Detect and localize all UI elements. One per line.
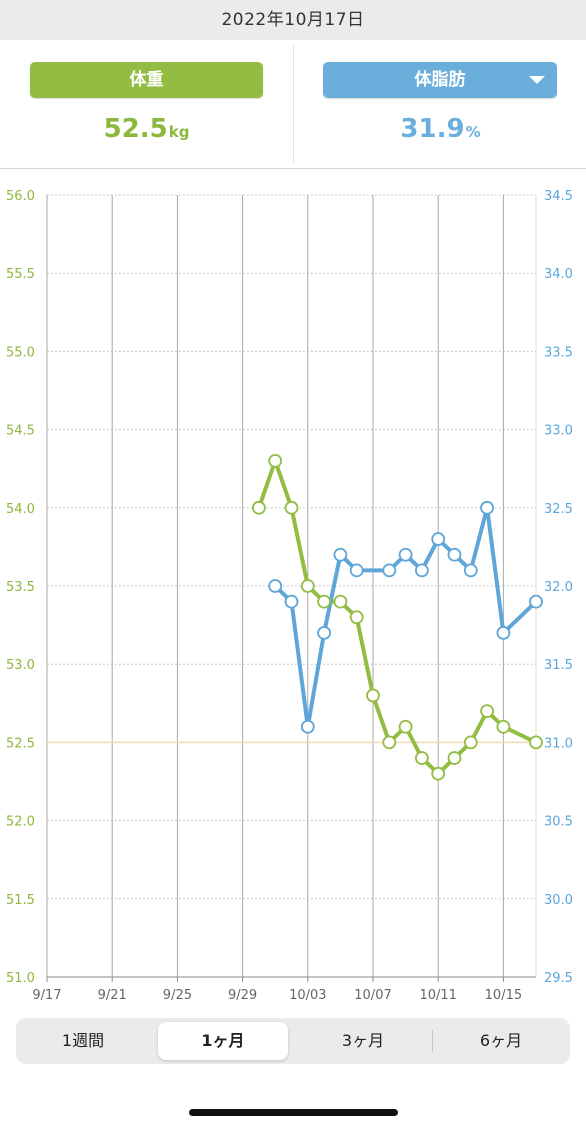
y-left-tick-label: 56.0: [6, 189, 35, 204]
weight-data-point: [382, 735, 397, 750]
y-left-tick-label: 51.5: [6, 893, 35, 908]
weight-button-label: 体重: [129, 70, 164, 90]
body-fat-data-point: [398, 547, 413, 562]
body-fat-data-point: [349, 563, 364, 578]
weight-data-point: [317, 594, 332, 609]
body-fat-data-point: [300, 719, 315, 734]
body-fat-data-point: [382, 563, 397, 578]
y-right-tick-label: 30.0: [544, 893, 573, 908]
y-right-tick-label: 32.0: [544, 580, 573, 595]
metrics-panel: 体重 52.5kg 体脂肪 31.9%: [0, 40, 586, 169]
y-left-tick-label: 53.5: [6, 580, 35, 595]
y-right-tick-label: 32.5: [544, 502, 573, 517]
weight-data-point: [414, 751, 429, 765]
weight-data-point: [496, 719, 511, 734]
weight-data-point: [349, 610, 364, 625]
y-right-tick-label: 33.5: [544, 345, 573, 360]
weight-data-point: [333, 594, 348, 609]
x-tick-label: 10/07: [354, 988, 391, 1003]
weight-metric: 体重 52.5kg: [0, 40, 293, 168]
x-tick-label: 9/25: [163, 988, 192, 1003]
period-tab-3-months[interactable]: 3ヶ月: [341, 1031, 385, 1050]
y-right-tick-label: 34.5: [544, 189, 573, 204]
weight-data-point: [529, 735, 543, 750]
weight-data-point: [480, 704, 495, 719]
y-right-tick-label: 34.0: [544, 267, 573, 282]
weight-data-point: [447, 751, 462, 765]
body-fat-data-point: [284, 594, 299, 609]
body-fat-value: 31.9%: [294, 114, 586, 144]
weight-data-point: [431, 766, 446, 781]
y-left-tick-label: 53.0: [6, 658, 35, 673]
body-fat-unit: %: [465, 123, 481, 141]
y-left-tick-label: 55.5: [6, 267, 35, 282]
y-left-tick-label: 54.5: [6, 424, 35, 439]
period-tab-1-week[interactable]: 1週間: [61, 1031, 105, 1050]
weight-data-point: [398, 719, 413, 734]
x-tick-label: 10/11: [419, 988, 456, 1003]
y-left-tick-label: 52.5: [6, 736, 35, 751]
y-left-tick-label: 51.0: [6, 971, 35, 986]
x-tick-label: 10/15: [485, 988, 522, 1003]
body-fat-data-point: [414, 563, 429, 578]
weight-number: 52.5: [103, 114, 168, 144]
period-tab-6-months[interactable]: 6ヶ月: [479, 1031, 523, 1050]
body-fat-data-point: [431, 532, 446, 546]
y-right-tick-label: 29.5: [544, 971, 573, 986]
period-selector: 1週間 1ヶ月 3ヶ月 6ヶ月: [16, 1018, 570, 1064]
y-right-tick-label: 31.5: [544, 658, 573, 673]
weight-data-point: [268, 453, 283, 468]
date-label: 2022年10月17日: [0, 0, 586, 40]
caret-down-icon: [529, 76, 545, 84]
body-fat-data-point: [268, 579, 283, 593]
body-fat-data-point: [333, 547, 348, 562]
body-fat-dropdown-button[interactable]: 体脂肪: [323, 62, 557, 98]
home-indicator: [189, 1109, 398, 1116]
x-tick-label: 9/17: [32, 988, 61, 1003]
body-fat-data-point: [447, 547, 462, 562]
y-right-tick-label: 33.0: [544, 424, 573, 439]
body-fat-data-point: [480, 500, 495, 515]
weight-value: 52.5kg: [0, 114, 293, 144]
body-fat-data-point: [317, 626, 332, 640]
y-right-tick-label: 30.5: [544, 815, 573, 830]
y-left-tick-label: 55.0: [6, 345, 35, 360]
body-fat-button-label: 体脂肪: [414, 70, 466, 90]
period-tab-1-month[interactable]: 1ヶ月: [158, 1022, 288, 1060]
x-tick-label: 10/03: [289, 988, 326, 1003]
y-right-tick-label: 31.0: [544, 736, 573, 751]
weight-button[interactable]: 体重: [30, 62, 263, 98]
body-fat-series-line: [273, 505, 538, 729]
body-fat-data-point: [496, 626, 511, 640]
body-fat-number: 31.9: [400, 114, 465, 144]
x-tick-label: 9/29: [228, 988, 257, 1003]
y-left-tick-label: 52.0: [6, 815, 35, 830]
body-fat-metric: 体脂肪 31.9%: [293, 45, 586, 163]
weight-data-point: [463, 735, 478, 750]
weight-data-point: [300, 579, 315, 593]
weight-unit: kg: [168, 123, 190, 141]
weight-data-point: [251, 500, 266, 515]
weight-bodyfat-chart[interactable]: 56.0 55.5 55.0 54.5 54.0 53.5 53.0 52.5 52.0 51.5…: [0, 180, 586, 1010]
period-divider: [432, 1030, 433, 1052]
x-tick-label: 9/21: [98, 988, 127, 1003]
y-left-tick-label: 54.0: [6, 502, 35, 517]
body-fat-data-point: [463, 563, 478, 578]
body-fat-data-point: [529, 594, 543, 609]
weight-data-point: [284, 500, 299, 515]
weight-data-point: [366, 688, 380, 703]
